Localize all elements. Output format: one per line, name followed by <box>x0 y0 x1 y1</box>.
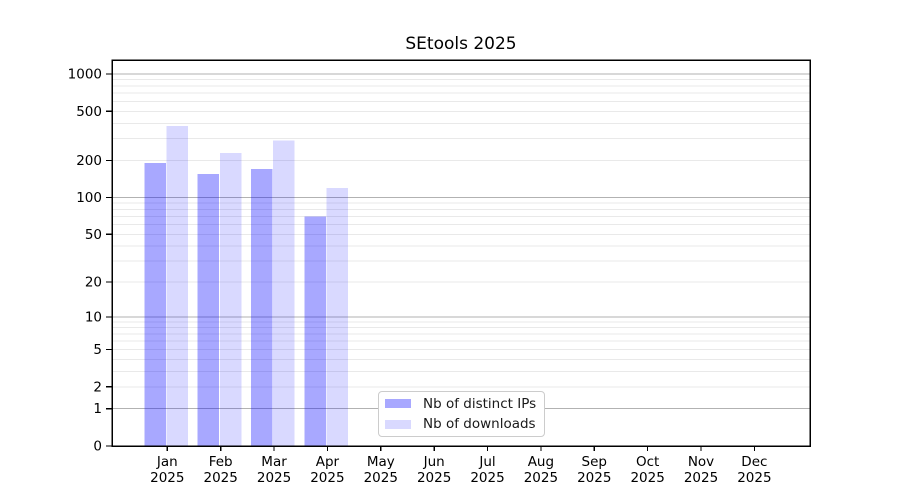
bar-downloads-mar <box>273 140 295 446</box>
bar-distinct-ips-feb <box>197 174 220 446</box>
x-tick-label-year: 2025 <box>257 470 291 486</box>
x-tick-label-month: Mar <box>261 454 287 470</box>
y-tick-label: 200 <box>76 153 102 169</box>
legend-label-downloads: Nb of downloads <box>423 416 536 433</box>
legend-item-downloads: Nb of downloads <box>385 414 538 434</box>
x-tick-label-month: Jul <box>478 454 495 470</box>
y-tick-label: 0 <box>93 439 102 455</box>
legend-swatch-downloads <box>385 419 411 429</box>
plot-border <box>111 59 811 447</box>
x-tick-label-year: 2025 <box>470 470 504 486</box>
legend-swatch-distinct-ips <box>385 399 411 409</box>
chart-legend: Nb of distinct IPs Nb of downloads <box>378 391 545 437</box>
x-tick-label-year: 2025 <box>524 470 558 486</box>
x-tick-label-year: 2025 <box>203 470 237 486</box>
x-tick-label-year: 2025 <box>417 470 451 486</box>
x-tick-label-month: May <box>367 454 395 470</box>
y-tick-label: 10 <box>85 309 102 325</box>
y-tick-label: 500 <box>76 104 102 120</box>
bar-distinct-ips-apr <box>304 216 326 446</box>
x-tick-label-month: Dec <box>741 454 767 470</box>
bar-downloads-jan <box>166 126 188 447</box>
y-tick-label: 2 <box>93 379 102 395</box>
x-tick-label-month: Sep <box>582 454 607 470</box>
y-tick-label: 50 <box>85 227 102 243</box>
bar-downloads-feb <box>219 152 242 446</box>
bar-distinct-ips-mar <box>251 169 273 446</box>
legend-label-distinct-ips: Nb of distinct IPs <box>423 395 537 412</box>
x-tick-label-month: Nov <box>688 454 714 470</box>
x-tick-label-year: 2025 <box>150 470 184 486</box>
x-tick-label-month: Apr <box>316 454 340 470</box>
x-tick-label-month: Aug <box>528 454 554 470</box>
legend-item-distinct-ips: Nb of distinct IPs <box>385 394 538 414</box>
x-tick-label-year: 2025 <box>577 470 611 486</box>
y-tick-label: 5 <box>93 342 102 358</box>
bar-distinct-ips-jan <box>144 163 166 446</box>
x-tick-label-year: 2025 <box>684 470 718 486</box>
x-tick-label-month: Feb <box>209 454 233 470</box>
y-tick-label: 20 <box>85 275 102 291</box>
x-tick-label-month: Jan <box>156 454 178 470</box>
x-tick-label-month: Oct <box>636 454 659 470</box>
y-tick-label: 1000 <box>68 67 102 83</box>
x-tick-label-year: 2025 <box>364 470 398 486</box>
x-tick-label-month: Jun <box>423 454 445 470</box>
bar-downloads-apr <box>326 187 349 446</box>
y-tick-label: 1 <box>93 401 102 417</box>
x-tick-label-year: 2025 <box>310 470 344 486</box>
x-tick-label-year: 2025 <box>737 470 771 486</box>
y-tick-label: 100 <box>76 190 102 206</box>
x-tick-label-year: 2025 <box>630 470 664 486</box>
chart-title: SEtools 2025 <box>405 34 517 54</box>
